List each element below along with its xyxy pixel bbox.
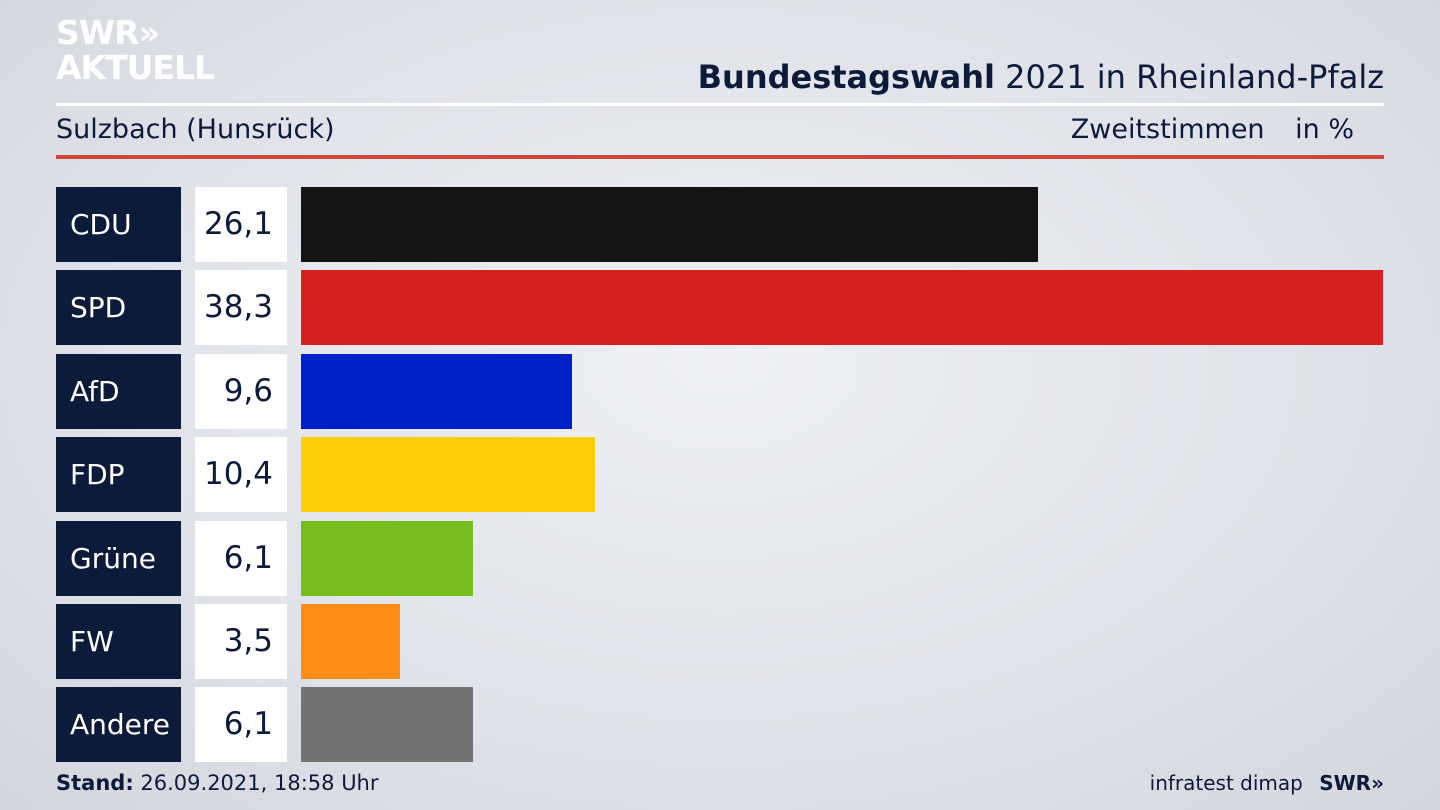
value-label: 26,1 [195, 187, 287, 262]
value-label: 10,4 [195, 437, 287, 513]
logo-line2: AKTUELL [56, 48, 215, 87]
value-label: 6,1 [195, 687, 287, 763]
chart-title: Bundestagswahl 2021 in Rheinland-Pfalz [698, 58, 1384, 96]
party-label: FW [56, 604, 181, 679]
value-label: 6,1 [195, 520, 287, 596]
logo-line1: SWR» [56, 13, 160, 52]
bar [301, 604, 400, 679]
bar-row: Grüne 6,1 [56, 520, 1384, 596]
bar-row: SPD 38,3 [56, 270, 1384, 346]
bar [301, 187, 1039, 262]
bar-row: AfD 9,6 [56, 353, 1384, 429]
source-text: infratest dimap [1149, 771, 1303, 795]
party-label: FDP [56, 437, 181, 513]
swr-aktuell-logo: SWR» AKTUELL [56, 13, 215, 87]
bar-row: FDP 10,4 [56, 437, 1384, 513]
bar-row: Andere 6,1 [56, 687, 1384, 763]
bar [301, 270, 1383, 346]
bar [301, 437, 595, 513]
bar [301, 353, 573, 429]
measure-label: Zweitstimmen in % [1071, 114, 1354, 145]
bar-row: FW 3,5 [56, 604, 1384, 679]
bar-row: CDU 26,1 [56, 187, 1384, 262]
value-label: 3,5 [195, 604, 287, 679]
measure-unit: in % [1295, 114, 1354, 145]
accent-divider [56, 155, 1384, 159]
party-label: SPD [56, 270, 181, 346]
swr-brand: SWR» [1319, 771, 1384, 795]
party-label: AfD [56, 353, 181, 429]
bar [301, 687, 474, 763]
stand-value: 26.09.2021, 18:58 Uhr [140, 771, 379, 795]
value-label: 9,6 [195, 353, 287, 429]
region-subtitle: Sulzbach (Hunsrück) [56, 114, 335, 145]
source-credit: infratest dimap SWR» [1150, 771, 1384, 795]
measure-name: Zweitstimmen [1070, 114, 1265, 145]
party-label: CDU [56, 187, 181, 262]
party-label: Grüne [56, 520, 181, 596]
value-label: 38,3 [195, 270, 287, 346]
header-divider [56, 103, 1384, 106]
timestamp: Stand: 26.09.2021, 18:58 Uhr [56, 771, 379, 795]
title-bold: Bundestagswahl [697, 58, 995, 96]
bar [301, 520, 474, 596]
title-rest: 2021 in Rheinland-Pfalz [1005, 58, 1384, 96]
party-label: Andere [56, 687, 181, 763]
stand-label: Stand: [56, 771, 134, 795]
